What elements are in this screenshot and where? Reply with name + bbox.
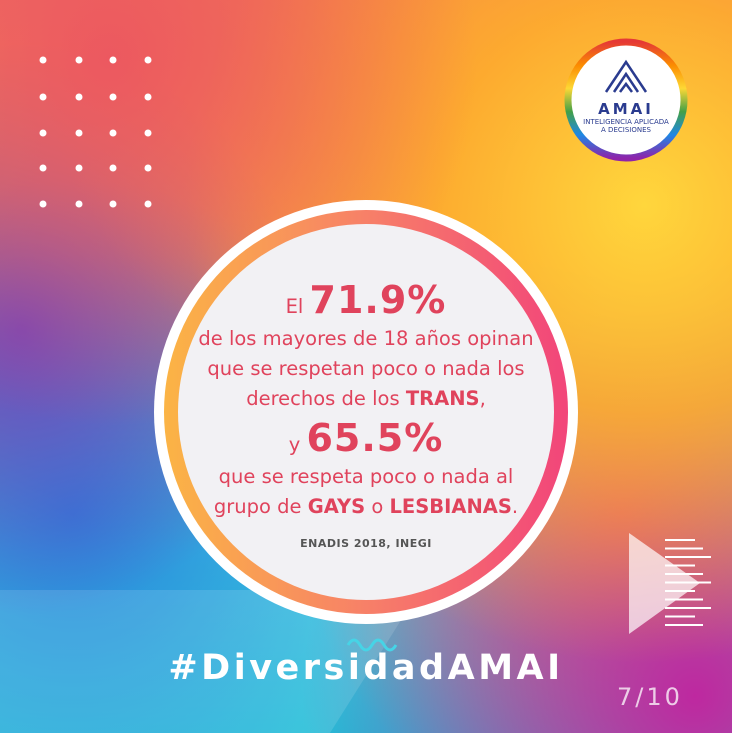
logo-name: AMAI (598, 100, 654, 118)
dot (75, 129, 83, 137)
dot (144, 164, 152, 172)
statement-text: , (479, 387, 486, 410)
dot (39, 164, 47, 172)
statement-line: de los mayores de 18 años opinan (186, 324, 546, 354)
dot (39, 200, 47, 208)
dot (109, 164, 117, 172)
statement-line: y 65.5% (186, 414, 546, 462)
logo-text: AMAI INTELIGENCIA APLICADA A DECISIONES (568, 100, 684, 134)
logo-tagline: A DECISIONES (601, 126, 651, 134)
statement-text: El (285, 295, 310, 318)
statement-text: que se respeta poco o nada al (218, 465, 514, 488)
statement-text: que se respetan poco o nada los (207, 357, 525, 380)
statement-text: . (511, 495, 519, 518)
statement-line: derechos de los TRANS, (186, 384, 546, 414)
statement-line: grupo de GAYS o LESBIANAS. (186, 492, 546, 522)
dot (75, 164, 83, 172)
statement-line: que se respetan poco o nada los (186, 354, 546, 384)
dot (39, 93, 47, 101)
dot (109, 200, 117, 208)
dot (39, 129, 47, 137)
dot (144, 200, 152, 208)
inner-circle (178, 224, 554, 600)
statement-text: grupo de (213, 495, 308, 518)
hashtag: #DiversidadAMAI (168, 648, 564, 688)
dot (144, 129, 152, 137)
dot (144, 93, 152, 101)
page-indicator: 7/10 (617, 683, 683, 711)
statement-text: de los mayores de 18 años opinan (198, 327, 534, 350)
statement-text: y (288, 433, 307, 456)
logo-mark (604, 59, 648, 93)
dot-grid (39, 56, 152, 208)
wave (346, 638, 398, 652)
dot (39, 56, 47, 64)
light-panel (0, 590, 420, 733)
dot (75, 200, 83, 208)
stripes (665, 539, 711, 626)
dot (109, 93, 117, 101)
statement-text: LESBIANAS (389, 495, 512, 518)
statement-line: que se respeta poco o nada al (186, 462, 546, 492)
dot (109, 129, 117, 137)
dot (75, 93, 83, 101)
dot (109, 56, 117, 64)
statement-line: El 71.9% (186, 276, 546, 324)
statement: El 71.9% de los mayores de 18 años opinan… (186, 276, 546, 522)
statement-text: 71.9% (309, 278, 447, 322)
statement-text: derechos de los (246, 387, 406, 410)
logo-badge (564, 38, 688, 162)
statement-text: o (365, 495, 390, 518)
source: ENADIS 2018, INEGI (300, 537, 432, 550)
statement-text: TRANS (405, 387, 480, 410)
statement-text: 65.5% (306, 416, 444, 460)
dot (75, 56, 83, 64)
dot (144, 56, 152, 64)
logo-tagline: INTELIGENCIA APLICADA (583, 118, 669, 126)
statement-text: GAYS (307, 495, 366, 518)
play-icon (629, 533, 700, 634)
